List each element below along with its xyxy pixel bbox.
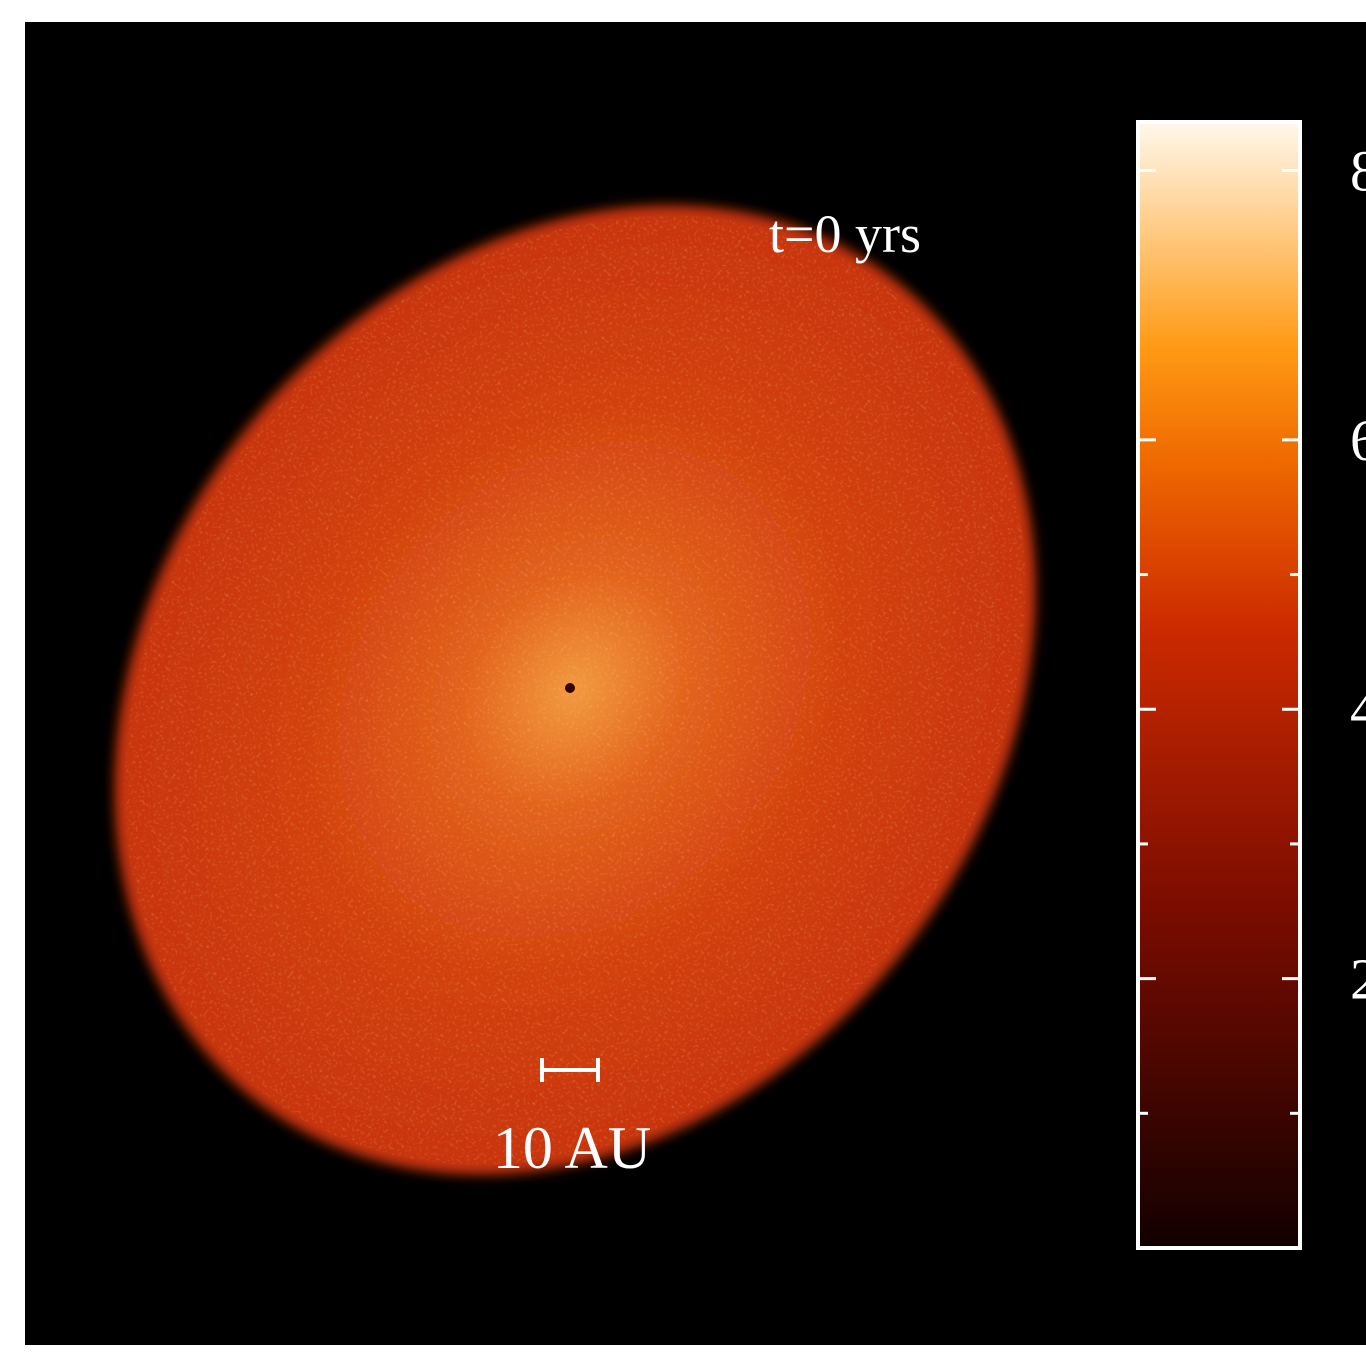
disk — [114, 205, 1036, 1175]
colorbar — [1136, 120, 1302, 1250]
time-label: t=0 yrs — [769, 204, 921, 264]
scale-label: 10 AU — [493, 1115, 651, 1181]
colorbar-tick-label: 2 — [1350, 947, 1366, 1012]
disk-center — [565, 683, 575, 693]
scale-bar — [540, 1058, 600, 1082]
colorbar-tick-label: 4 — [1350, 677, 1366, 742]
colorbar-tick-label: 6 — [1350, 408, 1366, 473]
colorbar-tick-label: 8 — [1350, 138, 1366, 203]
disk-texture — [124, 215, 1026, 1165]
